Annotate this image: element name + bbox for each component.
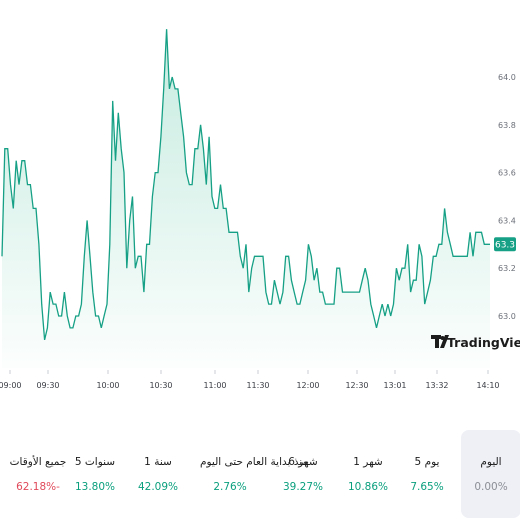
period-label: اليوم (480, 456, 502, 468)
y-tick-label: 63.6 (498, 169, 516, 178)
y-tick-label: 64.0 (498, 73, 516, 82)
performance-periods: اليوم 0.00% 5 يوم 7.65% 1 شهر 10.86% 6 ش… (0, 430, 520, 520)
x-tick-label: 12:00 (296, 381, 319, 390)
period-label: 5 سنوات (74, 456, 116, 468)
y-tick-label: 63.2 (498, 264, 516, 273)
x-tick-label: 10:00 (96, 381, 119, 390)
last-price-badge: 63.3 (494, 237, 516, 252)
x-tick-label: 14:10 (476, 381, 499, 390)
period-value: 2.76% (213, 481, 247, 493)
period-value: 39.27% (282, 481, 324, 493)
y-tick-label: 63.0 (498, 312, 516, 321)
tradingview-watermark: TradingView (447, 335, 520, 350)
price-line (1, 29, 490, 341)
period-6-months[interactable]: 6 شهر 39.27% (273, 430, 333, 518)
x-tick-label: 09:30 (36, 381, 59, 390)
x-axis: 09:00 09:30 10:00 10:30 11:00 11:30 12:00 12:30… (0, 370, 500, 390)
period-value: 0.00% (474, 481, 508, 493)
period-value: 42.09% (137, 481, 179, 493)
x-tick-label: 10:30 (149, 381, 172, 390)
last-price-label: 63.3 (495, 240, 515, 250)
period-1-month[interactable]: 1 شهر 10.86% (338, 430, 398, 518)
period-label: 6 شهر (288, 456, 318, 468)
period-label: 1 شهر (353, 456, 383, 468)
x-tick-label: 12:30 (345, 381, 368, 390)
y-tick-label: 63.4 (498, 216, 516, 225)
period-value: 10.86% (347, 481, 389, 493)
x-tick-label: 11:30 (246, 381, 269, 390)
period-1-year[interactable]: 1 سنة 42.09% (128, 430, 188, 518)
y-tick-label: 63.8 (498, 121, 516, 130)
price-chart[interactable]: 63.0 63.2 63.4 63.6 63.8 64.0 09:00 09:30 10:00… (0, 0, 520, 400)
x-tick-label: 11:00 (203, 381, 226, 390)
period-ytd[interactable]: منذ بداية العام حتى اليوم 2.76% (200, 430, 309, 518)
period-value: 13.80% (74, 481, 116, 493)
tradingview-logo[interactable]: TradingView (431, 335, 520, 350)
period-5-days[interactable]: 5 يوم 7.65% (397, 430, 457, 518)
period-all-time[interactable]: جميع الأوقات 62.18%- (8, 430, 68, 518)
period-label: جميع الأوقات (9, 456, 67, 468)
period-5-years[interactable]: 5 سنوات 13.80% (65, 430, 125, 518)
x-tick-label: 13:01 (383, 381, 406, 390)
x-tick-label: 13:32 (425, 381, 448, 390)
period-label: منذ بداية العام حتى اليوم (200, 456, 309, 468)
x-tick-label: 09:00 (0, 381, 22, 390)
period-value: 7.65% (410, 481, 444, 493)
period-value: 62.18%- (16, 481, 60, 493)
y-axis: 63.0 63.2 63.4 63.6 63.8 64.0 (498, 73, 516, 321)
period-label: 5 يوم (414, 456, 440, 468)
period-label: 1 سنة (144, 456, 172, 468)
period-today[interactable]: اليوم 0.00% (461, 430, 520, 518)
tradingview-logo-icon (431, 335, 449, 348)
